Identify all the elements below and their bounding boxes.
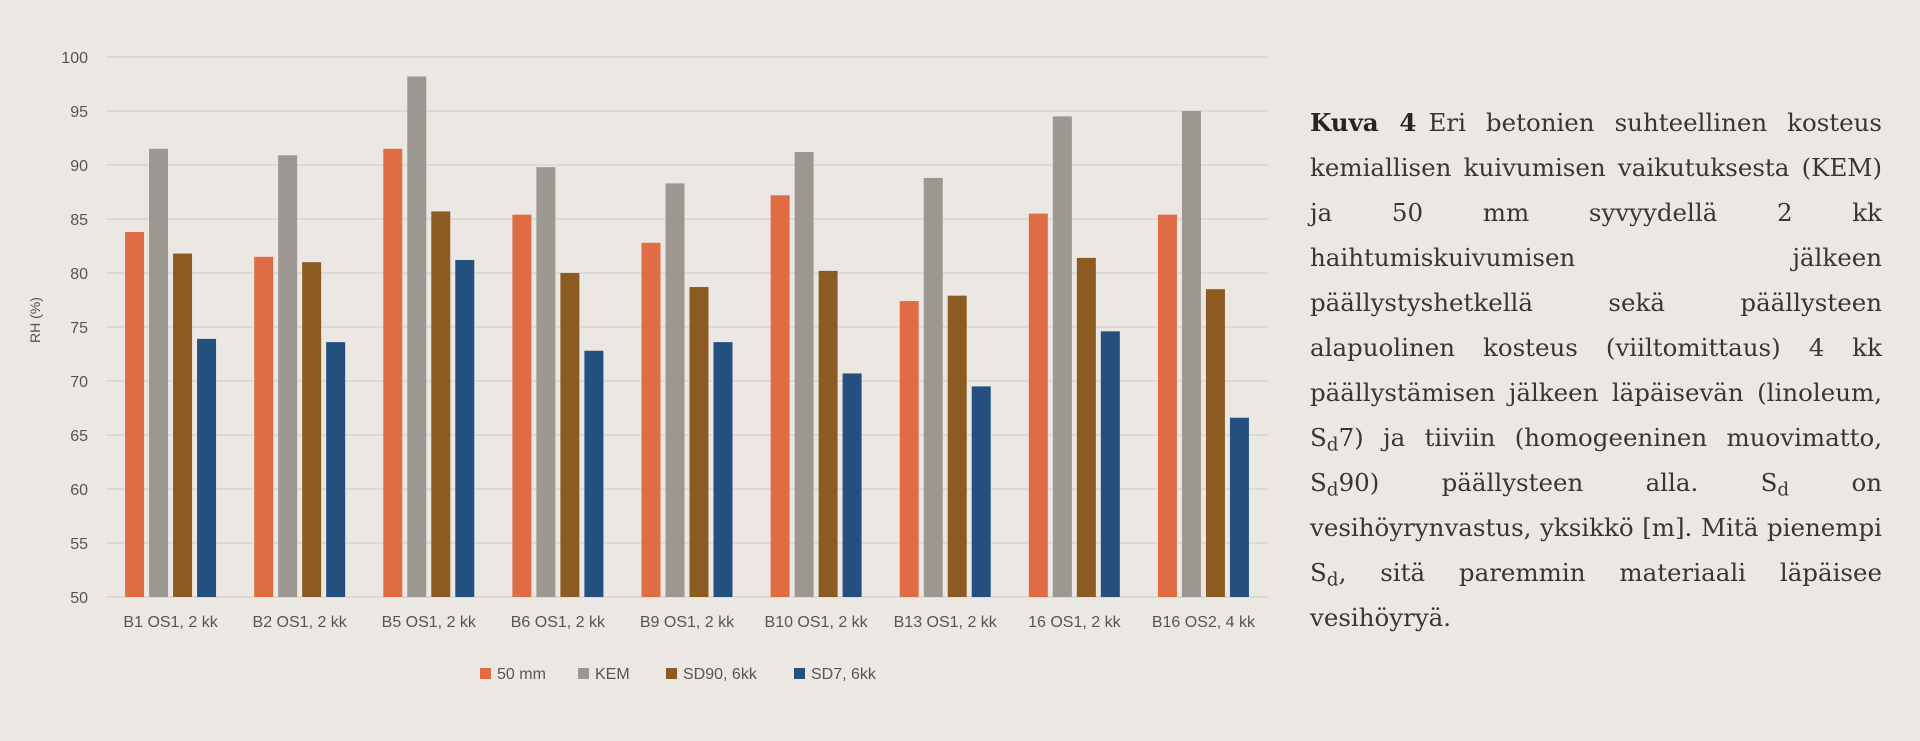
x-axis-tick-labels: B1 OS1, 2 kk B2 OS1, 2 kk B5 OS1, 2 kk B6 O… [123,614,1256,631]
y-tick-label: 70 [70,374,88,391]
legend-item: SD7, 6kk [794,666,877,683]
bar [1205,289,1225,597]
legend-label: SD90, 6kk [683,666,758,683]
y-tick-label: 75 [70,320,88,337]
sd-symbol: S [1310,468,1327,497]
legend-swatch [480,668,491,679]
sd-subscript: d [1326,434,1339,456]
y-tick-label: 55 [70,536,88,553]
bar [254,256,274,597]
caption-label: Kuva 4 [1310,108,1417,137]
legend-label: SD7, 6kk [811,666,877,683]
bar [512,214,532,597]
bar [407,76,427,597]
sd-symbol: S [1310,423,1327,452]
bar [278,155,298,597]
rh-bar-chart: 50 55 60 65 70 75 80 85 90 95 100 B1 OS1, 2 kk B2 O… [27,50,1268,683]
sd-subscript: d [1777,479,1790,501]
y-tick-label: 90 [70,158,88,175]
bar [326,342,346,597]
x-tick-label: B2 OS1, 2 kk [253,614,348,631]
x-tick-label: B6 OS1, 2 kk [511,614,606,631]
bar [197,338,217,597]
x-tick-label: B13 OS1, 2 kk [894,614,998,631]
bar [689,287,709,597]
bar [536,167,556,597]
bar [1229,417,1249,597]
bar [431,211,451,597]
bar [923,177,943,597]
x-tick-label: B10 OS1, 2 kk [765,614,869,631]
bar [1052,116,1072,598]
x-tick-label: B9 OS1, 2 kk [640,614,735,631]
x-tick-label: B5 OS1, 2 kk [382,614,477,631]
y-tick-label: 100 [61,50,88,67]
bar [842,373,862,597]
sd-symbol: S [1310,558,1327,587]
bars [125,76,1249,598]
legend: 50 mm KEM SD90, 6kk SD7, 6kk [480,666,877,683]
bar [1181,111,1201,597]
gridlines [106,56,1268,598]
legend-label: 50 mm [497,666,546,683]
sd-symbol: S [1760,468,1778,497]
legend-item: KEM [578,666,630,683]
y-axis-tick-labels: 50 55 60 65 70 75 80 85 90 95 100 [61,50,88,607]
bar [560,273,580,597]
bar [173,253,193,597]
caption-text-1: Eri betonien suhteellinen kosteus kemial… [1310,108,1882,407]
y-tick-label: 50 [70,590,88,607]
bar [1028,213,1048,597]
legend-item: SD90, 6kk [666,666,758,683]
x-tick-label: B16 OS2, 4 kk [1152,614,1256,631]
caption-text-5: , sitä paremmin materiaali läpäisee vesi… [1310,558,1882,632]
bar [584,350,604,597]
legend-item: 50 mm [480,666,546,683]
bar [455,260,475,597]
bar [1157,214,1177,597]
bar [1076,257,1096,597]
caption-text-2: 7) ja tiiviin (homogeeninen muovimatto, [1338,423,1882,452]
y-tick-label: 65 [70,428,88,445]
y-tick-label: 85 [70,212,88,229]
bar [770,195,790,598]
legend-swatch [666,668,677,679]
y-tick-label: 95 [70,104,88,121]
bar [125,231,145,597]
legend-swatch [578,668,589,679]
caption-text-3: 90) päällysteen alla. [1338,468,1761,497]
bar [1100,331,1120,597]
bar [302,262,322,597]
caption-text-4: on vesihöyrynvastus, yksikkö [m]. Mitä p… [1310,468,1883,542]
legend-swatch [794,668,805,679]
y-tick-label: 60 [70,482,88,499]
bar [713,342,733,597]
y-axis-label: RH (%) [27,297,43,343]
bar [665,183,685,598]
sd-subscript: d [1326,479,1339,501]
bar [818,270,838,597]
y-tick-label: 80 [70,266,88,283]
x-tick-label: B1 OS1, 2 kk [123,614,218,631]
bar [899,301,919,597]
figure-caption: Kuva 4 Eri betonien suhteellinen kosteus … [1310,100,1882,640]
bar [947,295,967,597]
bar [383,148,403,598]
sd-subscript: d [1326,569,1339,591]
legend-label: KEM [595,666,630,683]
x-tick-label: 16 OS1, 2 kk [1028,614,1121,631]
bar [971,386,991,597]
bar [641,242,661,597]
bar [149,148,169,598]
bar [794,152,814,598]
